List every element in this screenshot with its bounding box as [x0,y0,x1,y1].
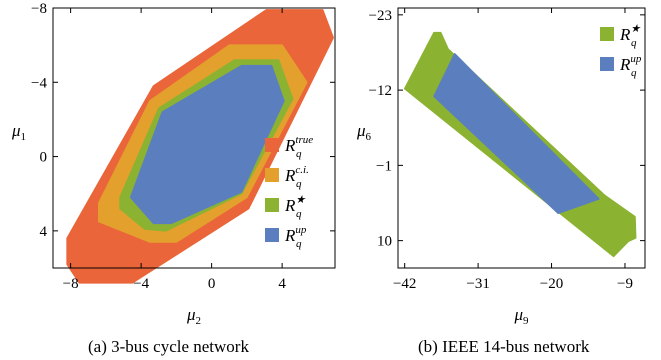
chart-0: −8 −4 0 4 −8 −4 0 4 μ2 μ1 Rtrue q Rc.i. q R★ q Rup q [11,1,336,327]
legend-label-0-1: Rc.i. q [284,164,309,190]
legend-label-1-1: Rup q [619,53,642,79]
x-tick-label-1-0: −42 [393,276,416,292]
y-tick-label-0-2: 0 [40,150,48,166]
region-1-1 [433,53,600,215]
y-tick-label-1-0: −23 [369,8,392,24]
legend-swatch-0-1 [265,168,279,182]
caption-b: (b) IEEE 14-bus network [418,337,590,356]
x-axis-label-1: μ9 [513,305,529,327]
legend-swatch-1-0 [600,27,614,41]
caption-a: (a) 3-bus cycle network [88,337,249,356]
x-tick-label-0-3: 4 [278,276,286,292]
x-tick-label-0-2: 0 [208,276,216,292]
y-axis-label-0: μ1 [11,121,26,143]
legend-swatch-1-1 [600,57,614,71]
x-axis-label-0: μ2 [186,305,201,327]
legend-swatch-0-0 [265,138,279,152]
chart-1: −42 −31 −20 −9 −23 −12 −1 10 μ9 μ6 R★ q Rup q [356,7,646,327]
y-tick-label-1-2: −1 [376,158,392,174]
region-0-3 [129,64,285,225]
y-tick-label-0-0: −8 [31,1,47,17]
legend-label-1-0: R★ q [619,23,641,49]
y-tick-label-0-3: 4 [40,224,48,240]
plot-frame-0 [52,7,336,269]
x-tick-label-1-3: −9 [617,276,633,292]
x-tick-label-0-0: −8 [63,276,79,292]
legend-label-0-0: Rtrue q [284,134,313,160]
legend-label-0-2: R★ q [284,194,306,220]
legend-swatch-0-3 [265,228,279,242]
y-axis-label-1: μ6 [356,121,372,143]
plot-frame-1 [397,7,646,269]
legend-label-0-3: Rup q [284,224,307,250]
y-tick-label-0-1: −4 [31,75,47,91]
y-tick-label-1-3: 10 [377,234,392,250]
x-tick-label-0-1: −4 [133,276,149,292]
x-tick-label-1-1: −31 [466,276,489,292]
legend-swatch-0-2 [265,198,279,212]
x-tick-label-1-2: −20 [540,276,563,292]
y-tick-label-1-1: −12 [369,83,392,99]
